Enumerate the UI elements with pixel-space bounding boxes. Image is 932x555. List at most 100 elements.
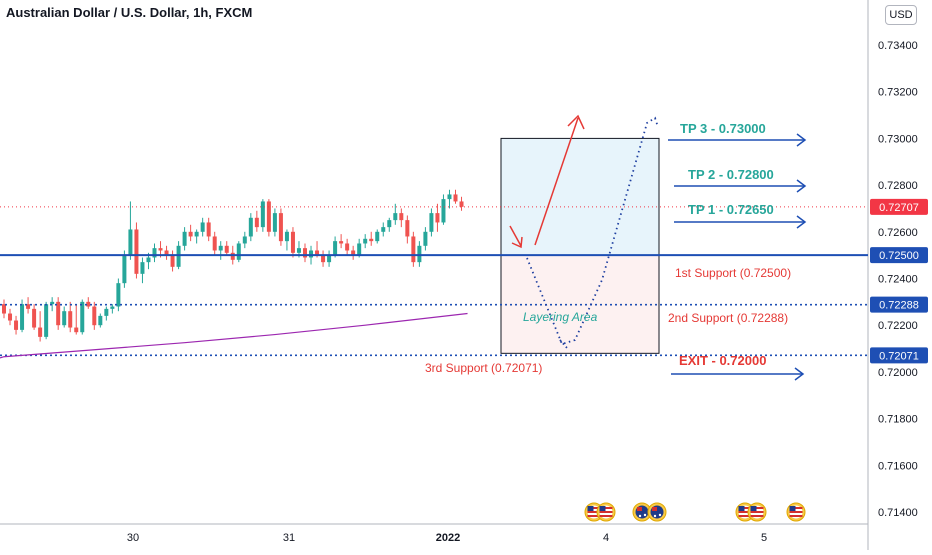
candle-body (321, 255, 326, 263)
candle-body (134, 229, 139, 274)
y-tick-label: 0.71600 (878, 460, 918, 472)
exit-arrow-head (794, 367, 805, 381)
flag-stripe (750, 507, 764, 509)
candle-body (381, 227, 386, 232)
support-label: 1st Support (0.72500) (675, 266, 791, 280)
candle-body (248, 217, 253, 237)
candle-body (242, 236, 247, 244)
candle-series (2, 189, 464, 342)
support-label: 3rd Support (0.72071) (425, 361, 542, 375)
candle-body (218, 245, 223, 251)
us-flag-icon[interactable] (786, 502, 806, 522)
candle-body (393, 213, 398, 221)
candle-body (62, 311, 67, 326)
candle-body (92, 306, 97, 326)
flag-star (658, 513, 662, 517)
moving-average-line (0, 312, 468, 359)
candle-body (260, 201, 265, 228)
x-tick-label: 2022 (436, 532, 460, 544)
take-profit-arrow-head (796, 133, 807, 147)
candle-body (266, 201, 271, 232)
candle-body (116, 283, 121, 307)
candle-body (375, 231, 380, 242)
candle-body (2, 304, 6, 314)
arrow-down-stroke (509, 225, 522, 247)
y-tick-label: 0.73000 (878, 133, 918, 145)
price-tag (870, 247, 928, 264)
au-flag-icon[interactable] (632, 502, 652, 522)
event-markers (584, 502, 806, 522)
flag-stripe (738, 507, 752, 509)
candle-body (272, 213, 277, 232)
candle-body (146, 257, 151, 263)
candle-body (411, 236, 416, 263)
candle-body (74, 327, 79, 333)
flag-star (643, 513, 647, 517)
candle-body (182, 231, 187, 246)
candle-body (38, 327, 43, 337)
y-tick-label: 0.73400 (878, 40, 918, 52)
price-tag-label: 0.72707 (879, 202, 919, 214)
candle-body (369, 238, 374, 242)
y-tick-label: 0.72000 (878, 367, 918, 379)
candle-body (339, 241, 344, 244)
candle-body (188, 231, 193, 237)
y-tick-label: 0.73200 (878, 87, 918, 99)
candle-body (32, 308, 37, 328)
flag-stripe (789, 507, 803, 509)
us-flag-icon[interactable] (596, 502, 616, 522)
candle-body (86, 301, 91, 307)
flag-stripe (750, 515, 764, 517)
candle-body (26, 304, 31, 309)
x-tick-label: 31 (283, 532, 295, 544)
take-profit-label: TP 2 - 0.72800 (688, 167, 774, 182)
layering-area-label: Layering Area (523, 310, 598, 324)
candle-body (122, 255, 127, 284)
candle-body (387, 220, 392, 228)
candle-body (170, 255, 175, 267)
candle-body (14, 320, 19, 330)
flag-canton (789, 506, 796, 511)
candle-body (284, 231, 289, 242)
flag-canton (637, 507, 642, 511)
candle-body (435, 213, 440, 223)
candle-body (50, 301, 55, 305)
flag-star (653, 514, 657, 518)
price-tag-label: 0.72500 (879, 250, 919, 262)
x-tick-label: 30 (127, 532, 139, 544)
candle-body (8, 313, 13, 321)
candle-body (453, 194, 458, 202)
candle-body (236, 243, 241, 260)
price-tag (870, 347, 928, 364)
take-profit-arrow-head (796, 179, 807, 193)
arrow-up-stroke (534, 117, 579, 246)
candle-body (176, 245, 181, 267)
candle-body (110, 306, 115, 309)
candle-body (290, 231, 295, 253)
candle-body (296, 248, 301, 253)
candle-body (447, 194, 452, 200)
currency-button[interactable]: USD (885, 5, 917, 25)
flag-stripe (587, 511, 601, 513)
exit-label: EXIT - 0.72000 (679, 353, 766, 368)
candle-body (224, 245, 229, 253)
projection-path (526, 116, 659, 346)
target-zone-box (501, 138, 659, 256)
flag-canton (750, 506, 757, 511)
au-flag-icon[interactable] (647, 502, 667, 522)
candle-body (399, 213, 404, 221)
flag-stripe (738, 515, 752, 517)
us-flag-icon[interactable] (747, 502, 767, 522)
candle-body (357, 243, 362, 256)
y-tick-label: 0.71400 (878, 507, 918, 519)
price-tag (870, 296, 928, 313)
y-tick-label: 0.72200 (878, 320, 918, 332)
candle-body (20, 304, 25, 330)
take-profit-label: TP 1 - 0.72650 (688, 202, 774, 217)
candle-body (345, 243, 350, 251)
candle-body (405, 220, 410, 237)
time-axis: 30 31 2022 4 5 (127, 532, 767, 544)
candle-body (417, 245, 422, 263)
